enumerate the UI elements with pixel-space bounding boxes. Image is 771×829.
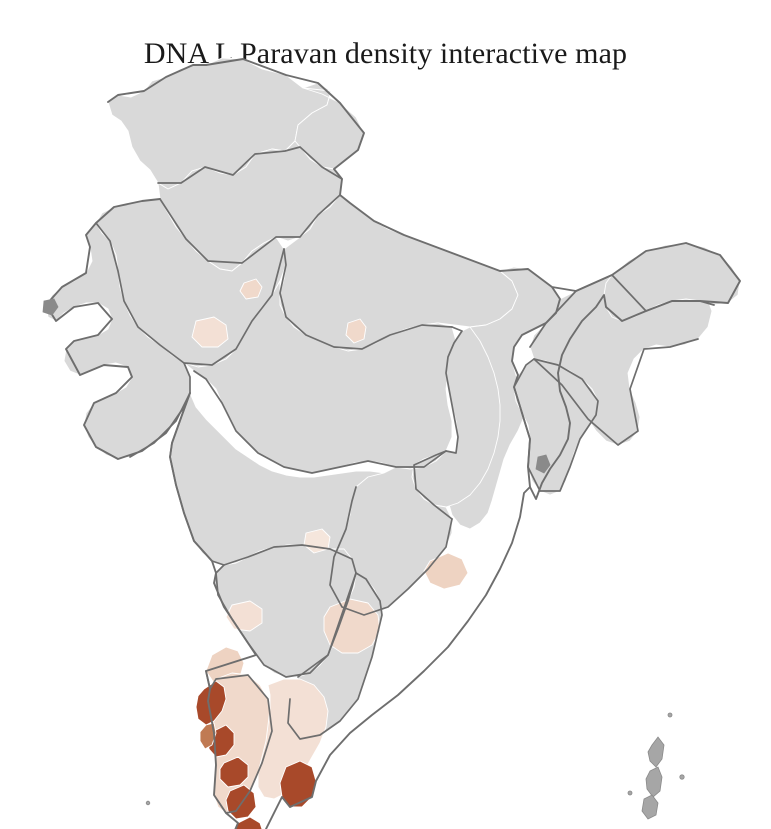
state-border-karnataka	[216, 565, 356, 677]
island-andaman-middle[interactable]	[646, 767, 662, 797]
state-border-gujarat	[130, 363, 190, 457]
district-belgaum-highlight[interactable]	[226, 601, 262, 631]
district-srikakulam-highlight[interactable]	[424, 553, 468, 589]
map-svg[interactable]	[0, 55, 771, 829]
state-border-up	[280, 249, 452, 349]
island-puducherry-mark[interactable]	[536, 455, 550, 473]
state-border-odisha	[414, 451, 452, 519]
district-thrissur-ernakulam-dark[interactable]	[220, 757, 248, 787]
state-border-hp-punjab	[160, 195, 340, 263]
map-islands	[43, 299, 684, 829]
state-border-mp	[194, 371, 446, 473]
district-prakasam-nellore-highlight[interactable]	[324, 599, 380, 653]
district-up-border-highlight[interactable]	[240, 279, 262, 299]
india-choropleth-map[interactable]	[0, 55, 771, 829]
island-daman-diu-mark[interactable]	[43, 299, 58, 315]
island-dot-east-1[interactable]	[680, 775, 684, 779]
state-border-maharashtra	[170, 393, 356, 573]
island-andaman-south[interactable]	[642, 795, 658, 819]
state-border-assam	[530, 275, 714, 445]
state-border-jk	[158, 147, 342, 183]
district-thiruvananthapuram-dark[interactable]	[235, 817, 264, 829]
island-andaman-north[interactable]	[648, 737, 664, 767]
district-sonbhadra-highlight[interactable]	[346, 319, 366, 343]
island-dot-west-1[interactable]	[628, 791, 632, 795]
island-lakshadweep-dot[interactable]	[146, 801, 150, 805]
state-border-northeast	[514, 359, 598, 491]
island-dot-north-1[interactable]	[668, 713, 672, 717]
state-border-tamil-nadu	[288, 573, 382, 739]
district-rajasthan-highlight[interactable]	[192, 317, 228, 347]
map-base-landmass	[46, 58, 740, 739]
state-border-kerala-tn	[206, 671, 272, 813]
state-border-west-bengal	[446, 327, 462, 453]
state-border-rajasthan	[96, 223, 284, 365]
district-thoothukudi-dark[interactable]	[280, 761, 316, 807]
district-kerala-mid-strip[interactable]	[200, 723, 216, 749]
district-kasaragod-kannur-dark[interactable]	[196, 681, 226, 725]
map-border-overlay	[46, 59, 740, 829]
state-border-telangana-andhra	[330, 487, 452, 615]
